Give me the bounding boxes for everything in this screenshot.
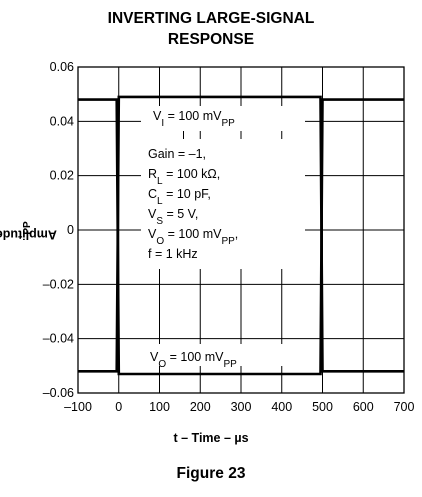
annotation-subscript: S bbox=[156, 216, 163, 227]
annotation-subscript: O bbox=[158, 359, 166, 370]
x-tick-label: 0 bbox=[115, 400, 122, 414]
annotation-gain: Gain = –1, bbox=[148, 147, 206, 161]
y-tick-label: –0.04 bbox=[43, 332, 74, 346]
y-tick-label: 0.02 bbox=[50, 169, 74, 183]
series-line-1 bbox=[78, 95, 404, 373]
annotation-text-part: V bbox=[148, 227, 157, 241]
annotation-text-part: V bbox=[153, 109, 162, 123]
annotation-subscript: L bbox=[157, 176, 163, 187]
annotation-subscript: O bbox=[156, 236, 164, 247]
x-axis-label: t – Time – µs bbox=[173, 431, 249, 445]
chart-title-line-1: INVERTING LARGE-SIGNAL bbox=[107, 10, 315, 27]
annotation-output-voltage: VO = 100 mVPP, bbox=[148, 227, 238, 247]
y-tick-label: 0.06 bbox=[50, 60, 74, 74]
annotation-text-part: f = 1 kHz bbox=[148, 247, 198, 261]
chart-title-line-2: RESPONSE bbox=[167, 31, 255, 48]
annotation-text-part: Gain = –1, bbox=[148, 147, 206, 161]
plot-frame bbox=[77, 66, 405, 394]
annotation-text-part: = 5 V, bbox=[163, 207, 198, 221]
annotation-text-part: = 100 mV bbox=[164, 109, 222, 123]
annotation-subscript: PP bbox=[223, 359, 237, 370]
y-tick-label: –0.02 bbox=[43, 277, 74, 291]
annotation-text-part: = 100 mV bbox=[164, 227, 222, 241]
annotation-supply-voltage: VS = 5 V, bbox=[148, 207, 198, 227]
annotation-frequency: f = 1 kHz bbox=[148, 247, 198, 261]
annotation-input-voltage: VI = 100 mVPP bbox=[153, 109, 235, 129]
x-tick-label: 100 bbox=[149, 400, 170, 414]
x-tick-label: –100 bbox=[64, 400, 92, 414]
x-tick-label: 500 bbox=[312, 400, 333, 414]
x-tick-label: 200 bbox=[190, 400, 211, 414]
annotation-text-part: = 100 mV bbox=[166, 350, 224, 364]
x-tick-label: 600 bbox=[353, 400, 374, 414]
y-tick-label: 0 bbox=[67, 223, 74, 237]
annotation-text-part: R bbox=[148, 167, 157, 181]
annotation-load-capacitance: CL = 10 pF, bbox=[148, 187, 211, 207]
annotation-subscript: I bbox=[161, 118, 164, 129]
y-tick-label: –0.06 bbox=[43, 386, 74, 400]
annotation-output-background bbox=[145, 344, 285, 366]
annotation-text-part: = 10 pF, bbox=[163, 187, 211, 201]
annotation-text-part: V bbox=[148, 207, 157, 221]
annotation-text-part: = 100 kΩ, bbox=[163, 167, 221, 181]
annotation-load-resistance: RL = 100 kΩ, bbox=[148, 167, 220, 187]
y-tick-label: 0.04 bbox=[50, 114, 74, 128]
annotation-subscript: PP bbox=[221, 236, 235, 247]
annotation-text-part: V bbox=[150, 350, 159, 364]
series-line-2 bbox=[78, 98, 404, 376]
annotation-output-voltage-bottom: VO = 100 mVPP bbox=[150, 350, 237, 370]
x-tick-label: 700 bbox=[394, 400, 415, 414]
annotation-text-part: , bbox=[235, 227, 238, 241]
figure-caption: Figure 23 bbox=[176, 465, 246, 482]
x-tick-label: 400 bbox=[271, 400, 292, 414]
x-tick-label: 300 bbox=[231, 400, 252, 414]
annotation-subscript: L bbox=[157, 196, 163, 207]
annotation-text-part: C bbox=[148, 187, 157, 201]
annotation-subscript: PP bbox=[221, 118, 235, 129]
annotation-background bbox=[141, 106, 305, 269]
